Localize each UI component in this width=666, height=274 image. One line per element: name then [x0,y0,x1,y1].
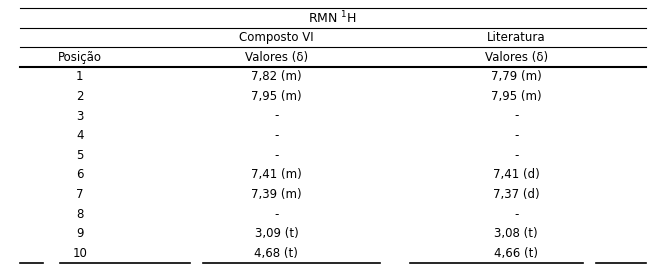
Text: 4,66 (t): 4,66 (t) [494,247,538,260]
Text: RMN $^1$H: RMN $^1$H [308,10,358,26]
Text: 7,79 (m): 7,79 (m) [491,70,541,83]
Text: 7,41 (d): 7,41 (d) [493,168,539,181]
Text: 7,37 (d): 7,37 (d) [493,188,539,201]
Text: Valores (δ): Valores (δ) [245,51,308,64]
Text: Posição: Posição [58,51,102,64]
Text: -: - [274,129,278,142]
Text: 10: 10 [73,247,87,260]
Text: 7,95 (m): 7,95 (m) [251,90,302,103]
Text: 2: 2 [76,90,84,103]
Text: Composto VI: Composto VI [239,31,314,44]
Text: 4: 4 [76,129,84,142]
Text: -: - [514,110,518,122]
Text: 6: 6 [76,168,84,181]
Text: -: - [514,149,518,162]
Text: -: - [274,149,278,162]
Text: -: - [514,129,518,142]
Text: 4,68 (t): 4,68 (t) [254,247,298,260]
Text: 8: 8 [76,207,84,221]
Text: 7,39 (m): 7,39 (m) [251,188,302,201]
Text: 3,08 (t): 3,08 (t) [494,227,538,240]
Text: Valores (δ): Valores (δ) [485,51,547,64]
Text: -: - [274,110,278,122]
Text: 3: 3 [76,110,84,122]
Text: -: - [274,207,278,221]
Text: -: - [514,207,518,221]
Text: 7,95 (m): 7,95 (m) [491,90,541,103]
Text: Literatura: Literatura [487,31,545,44]
Text: 1: 1 [76,70,84,83]
Text: 7,41 (m): 7,41 (m) [251,168,302,181]
Text: 3,09 (t): 3,09 (t) [254,227,298,240]
Text: 7: 7 [76,188,84,201]
Text: 7,82 (m): 7,82 (m) [251,70,302,83]
Text: 9: 9 [76,227,84,240]
Text: 5: 5 [76,149,84,162]
